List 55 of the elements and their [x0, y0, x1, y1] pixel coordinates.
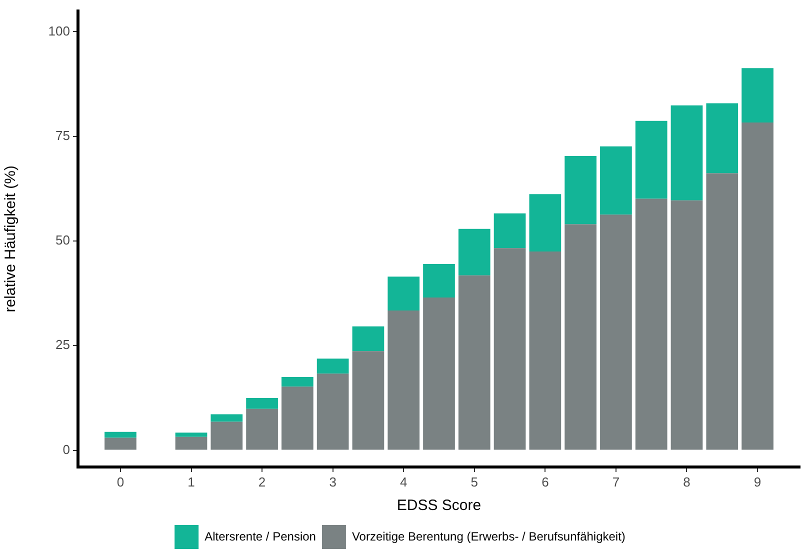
bar [423, 264, 455, 298]
bar [316, 358, 349, 374]
y-tick-label: 50 [56, 232, 70, 248]
x-tick-label: 6 [542, 474, 549, 490]
x-tick-label: 9 [754, 474, 762, 490]
bar [246, 408, 278, 450]
y-tick-label: 100 [48, 23, 70, 38]
y-tick-label: 75 [56, 128, 70, 143]
bar [104, 438, 136, 450]
bar [352, 351, 384, 450]
bar [282, 377, 314, 387]
bar [635, 198, 668, 450]
y-axis-title: relative Häufigkeit (%) [2, 166, 20, 312]
bar [564, 224, 596, 450]
x-tick-label: 3 [329, 474, 336, 490]
bar [458, 275, 490, 450]
bar [423, 297, 455, 450]
x-tick-label: 7 [612, 474, 620, 490]
x-tick-label: 8 [683, 474, 690, 490]
bar [388, 276, 420, 310]
bar [670, 200, 703, 450]
bar [600, 146, 632, 215]
bar [210, 422, 243, 450]
bar [316, 374, 349, 450]
bar [670, 105, 703, 200]
bar [352, 326, 384, 352]
y-tick-label: 0 [62, 442, 70, 457]
legend-label: Vorzeitige Berentung (Erwerbs- / Berufsunfähigkeit) [352, 529, 626, 544]
x-tick-label: 2 [258, 474, 266, 490]
bar [388, 310, 420, 450]
bar [706, 173, 738, 450]
bar [742, 122, 774, 450]
legend-label: Altersrente / Pension [204, 529, 316, 544]
bar [210, 414, 243, 422]
bar [458, 228, 490, 276]
x-axis-title: EDSS Score [396, 497, 482, 514]
bar [635, 120, 668, 199]
bar [104, 432, 136, 438]
bar [175, 432, 208, 437]
bar [282, 386, 314, 450]
bar [529, 194, 562, 252]
y-tick-label: 25 [56, 337, 70, 352]
bar [494, 213, 526, 248]
x-tick-label: 1 [188, 474, 195, 490]
bar [600, 214, 632, 450]
bar [529, 251, 562, 450]
x-tick-label: 0 [116, 474, 124, 490]
bar [494, 248, 526, 450]
bar [564, 156, 596, 224]
bar [175, 436, 208, 450]
x-tick-label: 4 [400, 474, 408, 490]
bar [706, 103, 738, 174]
bar [246, 398, 278, 409]
bar [742, 68, 774, 123]
x-tick-label: 5 [470, 474, 478, 490]
